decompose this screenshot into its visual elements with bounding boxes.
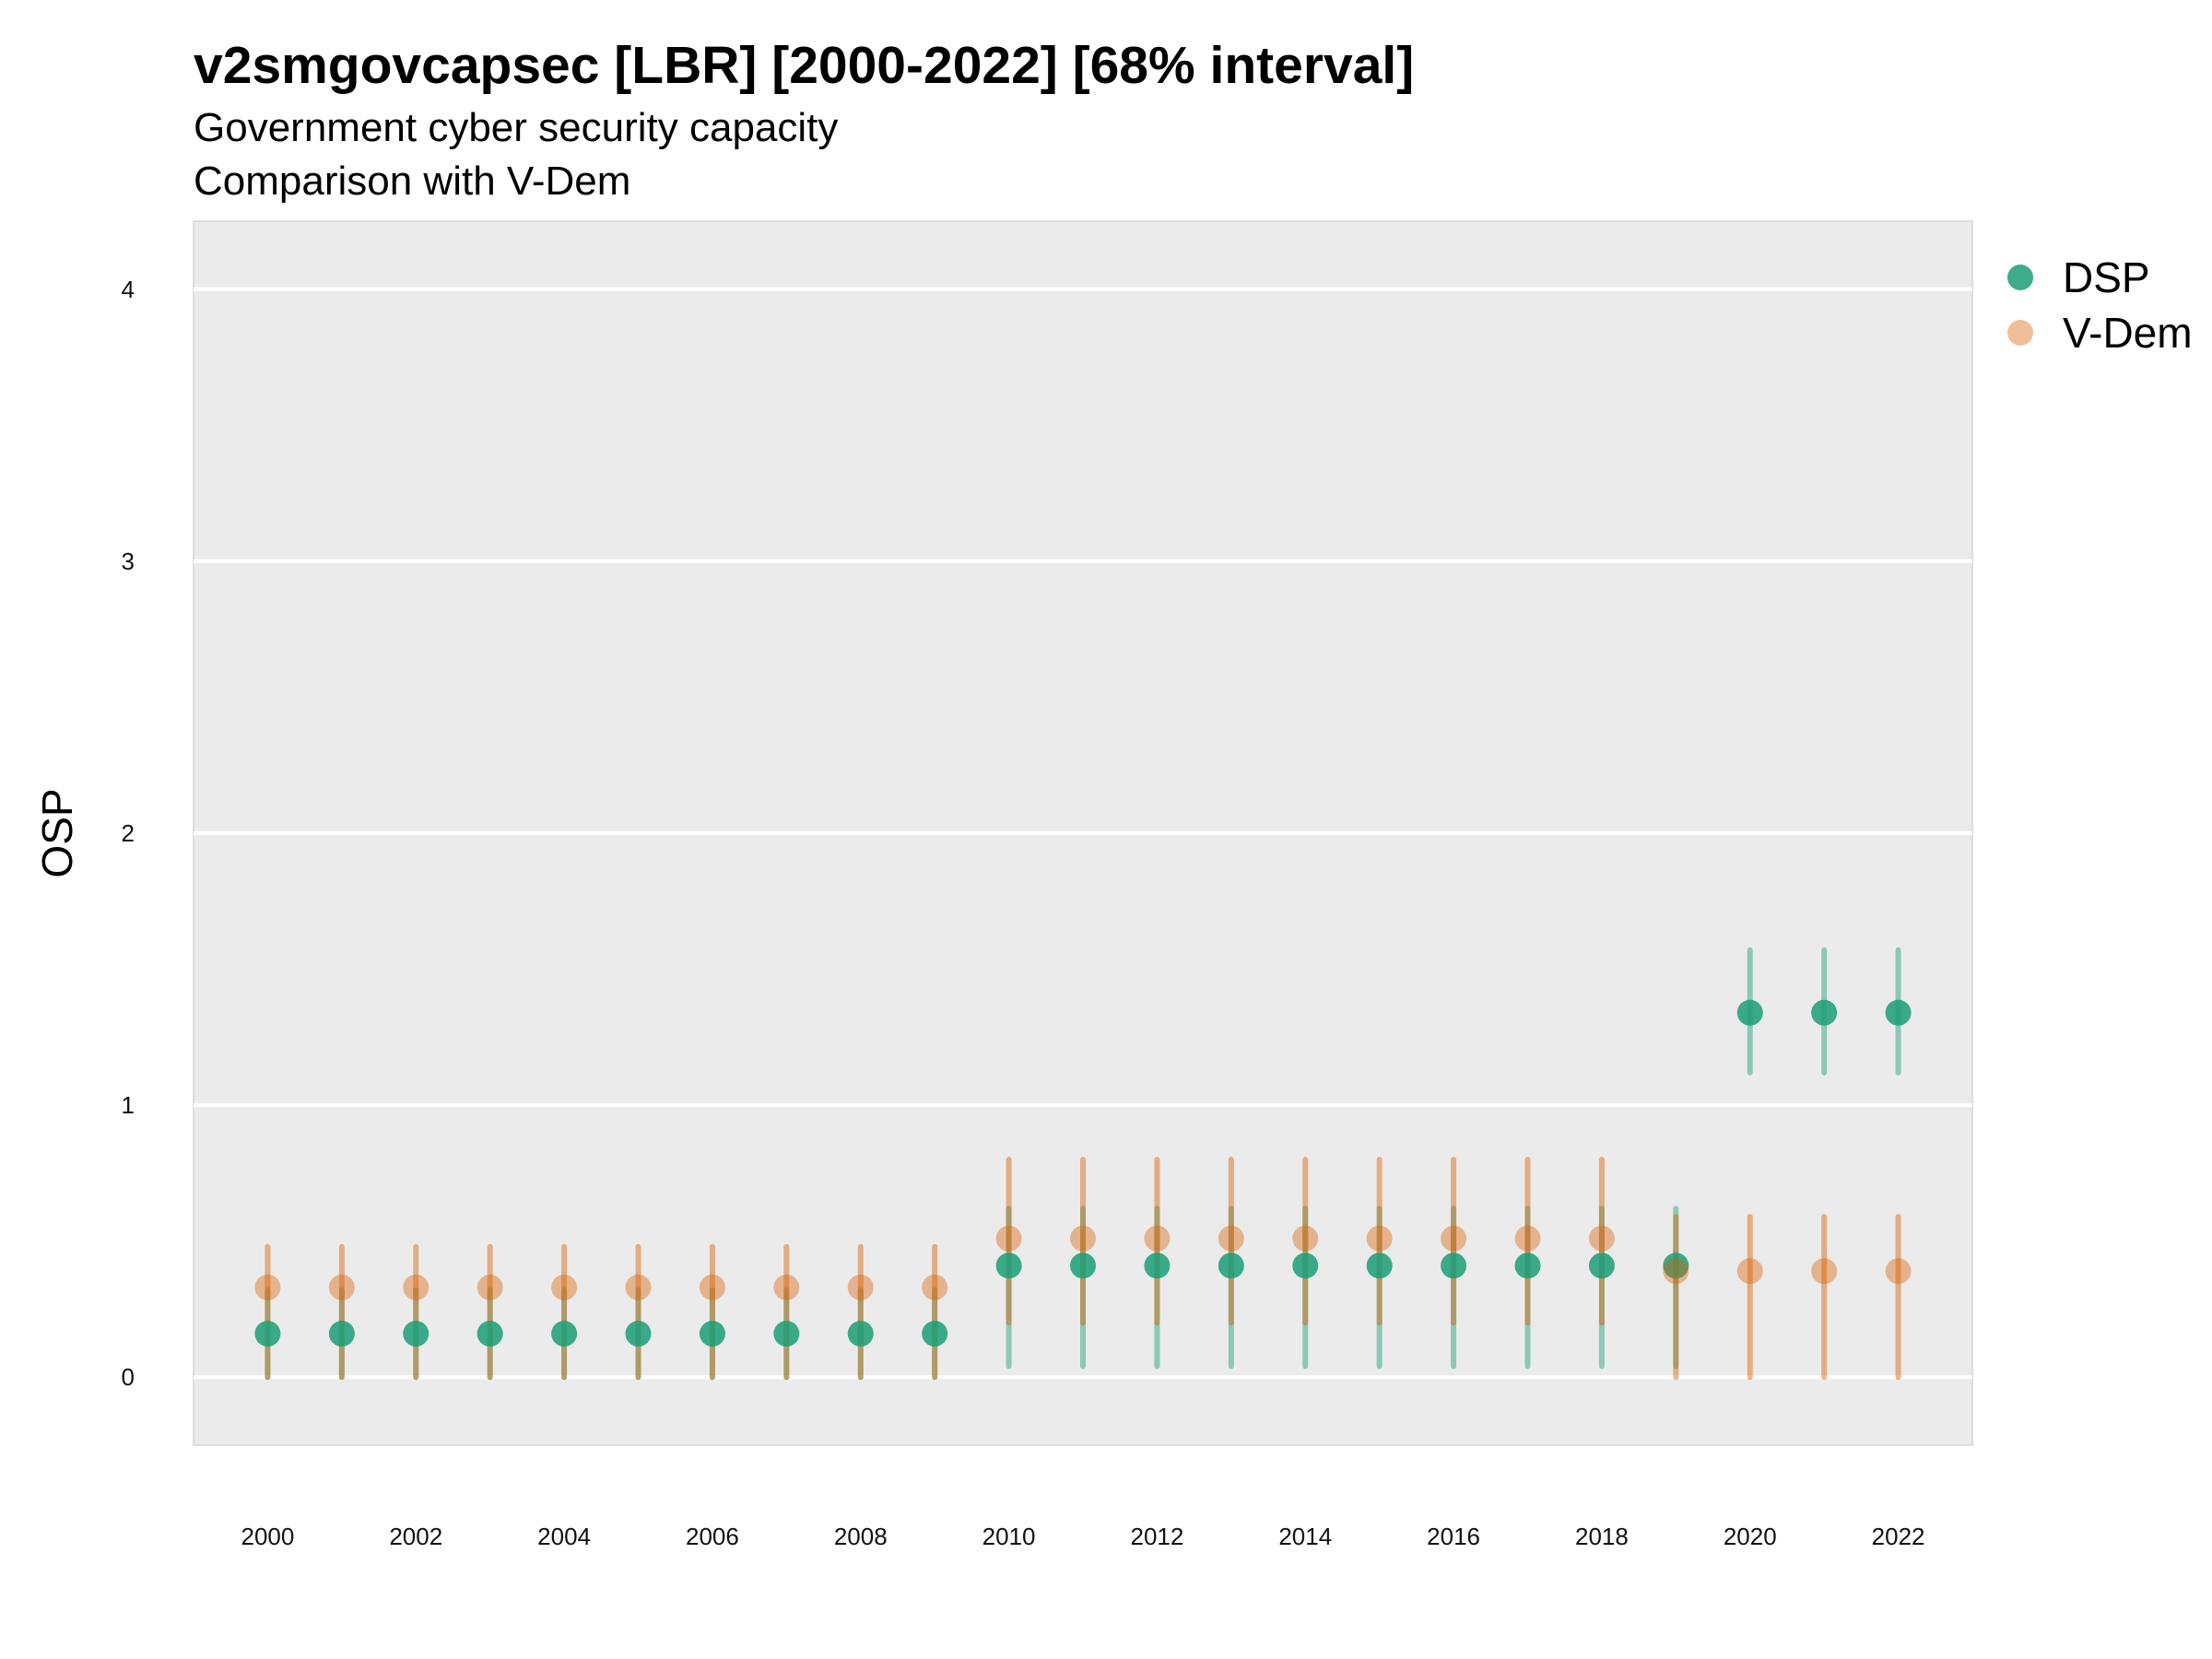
data-point-dsp: [1366, 1253, 1393, 1279]
data-point-vdem: [1366, 1225, 1393, 1252]
data-point-dsp: [1811, 999, 1838, 1026]
x-tick-label: 2020: [1724, 1523, 1777, 1550]
chart-title: v2smgovcapsec [LBR] [2000-2022] [68% int…: [194, 36, 1415, 95]
y-tick-label: 0: [122, 1363, 135, 1391]
x-tick-label: 2002: [389, 1523, 442, 1550]
data-point-vdem: [254, 1274, 281, 1300]
data-point-vdem: [551, 1274, 578, 1300]
y-axis-ticks: 0 1 2 3 4: [122, 276, 135, 1391]
y-tick-label: 4: [122, 276, 135, 303]
data-point-dsp: [254, 1321, 281, 1347]
data-point-dsp: [1588, 1253, 1615, 1279]
data-point-vdem: [922, 1274, 948, 1300]
data-point-dsp: [847, 1321, 874, 1347]
legend: DSP V-Dem: [2007, 253, 2193, 357]
data-point-dsp: [328, 1321, 355, 1347]
data-point-dsp: [773, 1321, 800, 1347]
data-point-vdem: [625, 1274, 652, 1300]
data-point-dsp: [1218, 1253, 1244, 1279]
data-point-dsp: [922, 1321, 948, 1347]
x-tick-label: 2000: [241, 1523, 294, 1550]
x-tick-label: 2018: [1575, 1523, 1629, 1550]
data-point-dsp: [1441, 1253, 1467, 1279]
data-point-vdem: [699, 1274, 725, 1300]
data-point-vdem: [1663, 1258, 1689, 1285]
data-point-vdem: [1514, 1225, 1541, 1252]
data-point-dsp: [1144, 1253, 1171, 1279]
x-tick-label: 2014: [1278, 1523, 1332, 1550]
data-point-vdem: [995, 1225, 1022, 1252]
data-point-vdem: [1144, 1225, 1171, 1252]
data-point-vdem: [1885, 1258, 1912, 1285]
data-point-vdem: [1736, 1258, 1763, 1285]
data-point-dsp: [699, 1321, 725, 1347]
data-point-vdem: [403, 1274, 429, 1300]
data-point-dsp: [625, 1321, 652, 1347]
x-tick-label: 2006: [686, 1523, 739, 1550]
data-point-dsp: [1885, 999, 1912, 1026]
data-point-dsp: [477, 1321, 503, 1347]
data-point-vdem: [1070, 1225, 1096, 1252]
legend-label-dsp: DSP: [2063, 253, 2150, 301]
data-point-dsp: [1292, 1253, 1319, 1279]
gridlines: [194, 287, 1972, 1380]
legend-marker-vdem: [2007, 320, 2033, 346]
data-point-vdem: [328, 1274, 355, 1300]
x-tick-label: 2008: [834, 1523, 888, 1550]
data-point-vdem: [1218, 1225, 1244, 1252]
data-point-vdem: [1441, 1225, 1467, 1252]
y-tick-label: 3: [122, 547, 135, 575]
data-point-dsp: [1514, 1253, 1541, 1279]
y-tick-label: 2: [122, 819, 135, 847]
data-point-vdem: [773, 1274, 800, 1300]
data-point-vdem: [1292, 1225, 1319, 1252]
chart-subtitle: Government cyber security capacity: [194, 105, 839, 150]
data-point-dsp: [403, 1321, 429, 1347]
data-point-dsp: [551, 1321, 578, 1347]
x-axis-ticks: 2000 2002 2004 2006 2008 2010 2012 2014 2016 2018…: [241, 1523, 1924, 1550]
x-tick-label: 2016: [1427, 1523, 1480, 1550]
data-point-dsp: [1070, 1253, 1096, 1279]
chart-comparison-caption: Comparison with V-Dem: [194, 159, 631, 204]
y-axis-title: OSP: [33, 788, 81, 877]
data-point-dsp: [995, 1253, 1022, 1279]
x-tick-label: 2004: [537, 1523, 591, 1550]
data-point-vdem: [847, 1274, 874, 1300]
data-point-vdem: [477, 1274, 503, 1300]
legend-item-vdem: V-Dem: [2007, 309, 2193, 357]
x-tick-label: 2022: [1872, 1523, 1925, 1550]
x-tick-label: 2010: [982, 1523, 1036, 1550]
x-tick-label: 2012: [1130, 1523, 1183, 1550]
y-tick-label: 1: [122, 1091, 135, 1119]
data-point-dsp: [1736, 999, 1763, 1026]
legend-item-dsp: DSP: [2007, 253, 2150, 301]
data-point-vdem: [1811, 1258, 1838, 1285]
data-points: [254, 999, 1912, 1347]
data-point-vdem: [1588, 1225, 1615, 1252]
data-point-dsp: [1663, 1253, 1689, 1279]
legend-marker-dsp: [2007, 265, 2033, 290]
legend-label-vdem: V-Dem: [2063, 309, 2193, 357]
